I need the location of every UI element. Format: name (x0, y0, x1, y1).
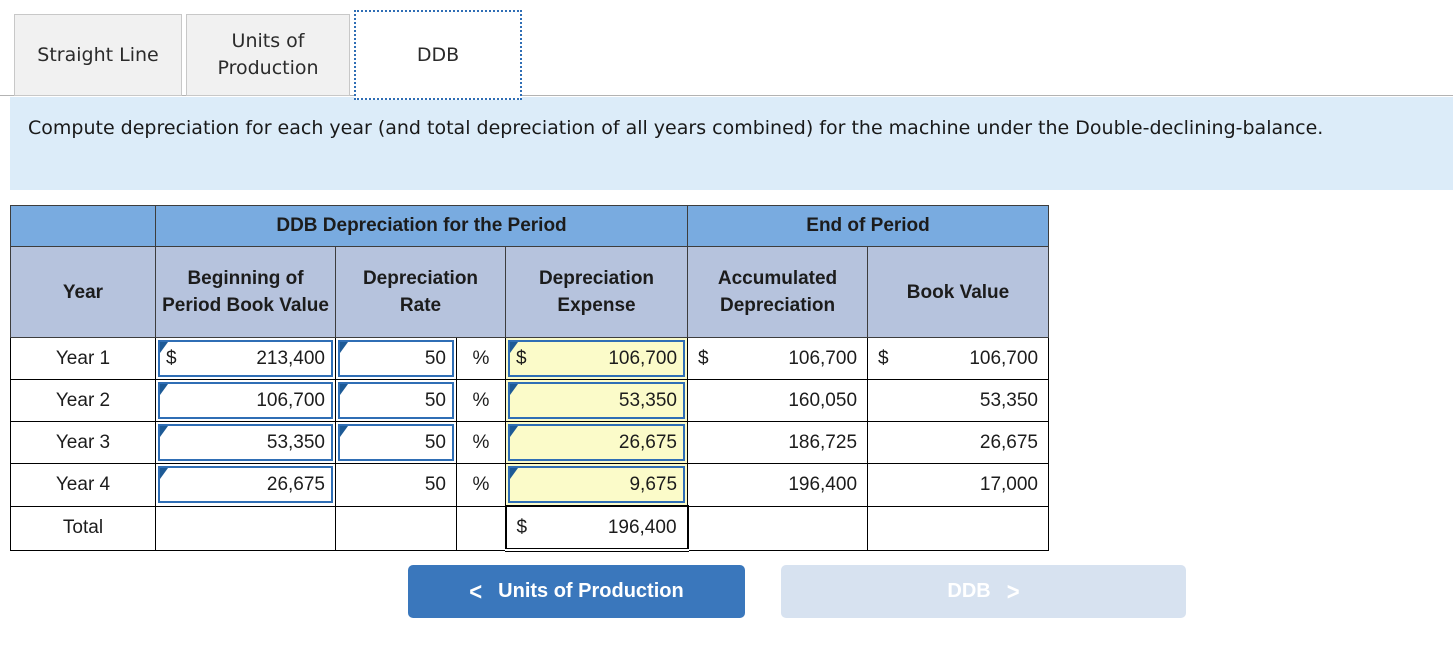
empty-cell (155, 505, 336, 551)
book-value: 53,350 (979, 389, 1039, 411)
depreciation-rate: 50 (424, 431, 446, 453)
ddb-depreciation-table: DDB Depreciation for the Period End of P… (10, 205, 1050, 552)
next-button-label: DDB (947, 580, 991, 602)
col-header-beginning-book-value: Beginning of Period Book Value (155, 246, 336, 338)
empty-cell (335, 505, 457, 551)
accumulated-depreciation: 106,700 (788, 347, 858, 369)
prev-units-of-production-button[interactable]: < Units of Production (408, 565, 745, 618)
accumulated-depreciation-cell: 196,400 (688, 464, 867, 506)
depreciation-expense-input-y3[interactable]: 26,675 (508, 424, 686, 461)
depreciation-rate-input-y3[interactable]: 50 (338, 424, 454, 461)
accumulated-depreciation: 160,050 (788, 389, 858, 411)
depreciation-expense-input-y1[interactable]: $ 106,700 (508, 340, 686, 377)
beginning-book-value-input-y2[interactable]: 106,700 (158, 382, 333, 419)
tab-units-of-production[interactable]: Units of Production (186, 14, 350, 96)
col-header-accumulated-depreciation: Accumulated Depreciation (687, 246, 869, 338)
depreciation-rate: 50 (424, 389, 446, 411)
next-ddb-button-disabled: DDB > (781, 565, 1186, 618)
accumulated-depreciation-cell: 160,050 (688, 380, 867, 421)
tab-ddb[interactable]: DDB (354, 10, 522, 100)
book-value: 106,700 (969, 347, 1039, 369)
chevron-left-icon: < (469, 576, 483, 606)
accumulated-depreciation: 196,400 (788, 473, 858, 495)
depreciation-rate-input-y2[interactable]: 50 (338, 382, 454, 419)
table-row-year-2: Year 2 106,700 50 % 53,350 160,050 53,35… (10, 379, 1050, 422)
currency-symbol: $ (698, 347, 709, 369)
year-label: Year 3 (10, 421, 156, 464)
table-corner-cell (10, 205, 156, 247)
year-label: Year 2 (10, 379, 156, 422)
col-header-depreciation-expense: Depreciation Expense (504, 246, 689, 338)
prev-button-label: Units of Production (498, 580, 684, 602)
accumulated-depreciation-cell: $ 106,700 (688, 338, 867, 379)
tab-units-of-production-label: Units of Production (217, 30, 319, 79)
depreciation-expense: 26,675 (618, 431, 678, 453)
col-header-depreciation-rate: Depreciation Rate (335, 246, 506, 338)
tab-straight-line-label: Straight Line (37, 43, 159, 66)
currency-symbol: $ (878, 347, 889, 369)
percent-sign: % (456, 463, 506, 507)
beginning-book-value: 53,350 (266, 431, 325, 453)
table-row-total: Total $ 196,400 (10, 505, 1050, 552)
tab-ddb-label: DDB (416, 43, 460, 66)
beginning-book-value-input-y1[interactable]: $ 213,400 (158, 340, 333, 377)
depreciation-expense: 53,350 (618, 389, 678, 411)
depreciation-rate-cell-y4: 50 (336, 464, 456, 506)
beginning-book-value-input-y3[interactable]: 53,350 (158, 424, 333, 461)
currency-symbol: $ (516, 516, 528, 538)
total-label: Total (10, 505, 156, 551)
book-value-cell: 26,675 (868, 422, 1048, 463)
year-label: Year 1 (10, 337, 156, 380)
total-depreciation-expense-cell: $ 196,400 (507, 507, 687, 548)
beginning-book-value: 106,700 (256, 389, 325, 411)
book-value-cell: $ 106,700 (868, 338, 1048, 379)
instruction-banner: Compute depreciation for each year (and … (10, 97, 1453, 190)
currency-symbol: $ (516, 347, 527, 369)
percent-sign: % (456, 421, 506, 464)
depreciation-expense-input-y4[interactable]: 9,675 (508, 466, 686, 503)
accumulated-depreciation-cell: 186,725 (688, 422, 867, 463)
nav-button-row: < Units of Production DDB > (408, 565, 1186, 618)
group-header-end-of-period: End of Period (687, 205, 1050, 247)
book-value: 17,000 (979, 473, 1039, 495)
percent-sign: % (456, 337, 506, 380)
tab-strip: Straight Line Units of Production DDB (14, 10, 522, 104)
col-header-year: Year (10, 246, 156, 338)
beginning-book-value: 213,400 (256, 347, 325, 369)
group-header-period: DDB Depreciation for the Period (154, 205, 689, 247)
percent-sign: % (456, 379, 506, 422)
tab-bar: Straight Line Units of Production DDB (0, 0, 1453, 100)
book-value-cell: 53,350 (868, 380, 1048, 421)
currency-symbol: $ (166, 347, 177, 369)
col-header-book-value: Book Value (867, 246, 1050, 338)
empty-cell (687, 505, 869, 551)
depreciation-rate: 50 (424, 347, 446, 369)
beginning-book-value-input-y4[interactable]: 26,675 (158, 466, 333, 504)
book-value-cell: 17,000 (868, 464, 1048, 506)
accumulated-depreciation: 186,725 (788, 431, 858, 453)
depreciation-expense-input-y2[interactable]: 53,350 (508, 382, 686, 419)
empty-cell (867, 505, 1050, 551)
chevron-right-icon: > (1006, 576, 1020, 606)
depreciation-expense: 9,675 (629, 473, 678, 495)
depreciation-rate: 50 (424, 473, 446, 495)
instruction-text: Compute depreciation for each year (and … (28, 117, 1324, 139)
tab-straight-line[interactable]: Straight Line (14, 14, 182, 96)
depreciation-rate-input-y1[interactable]: 50 (338, 340, 454, 377)
table-row-year-1: Year 1 $ 213,400 50 % $ 106,700 $ 106,70… (10, 337, 1050, 380)
year-label: Year 4 (10, 463, 156, 507)
table-row-year-4: Year 4 26,675 50 % 9,675 196,400 17,000 (10, 463, 1050, 507)
table-row-year-3: Year 3 53,350 50 % 26,675 186,725 26,675 (10, 421, 1050, 464)
beginning-book-value: 26,675 (266, 473, 325, 495)
total-depreciation-expense: 196,400 (607, 516, 677, 538)
empty-cell (456, 505, 506, 551)
book-value: 26,675 (979, 431, 1039, 453)
depreciation-expense: 106,700 (608, 347, 678, 369)
